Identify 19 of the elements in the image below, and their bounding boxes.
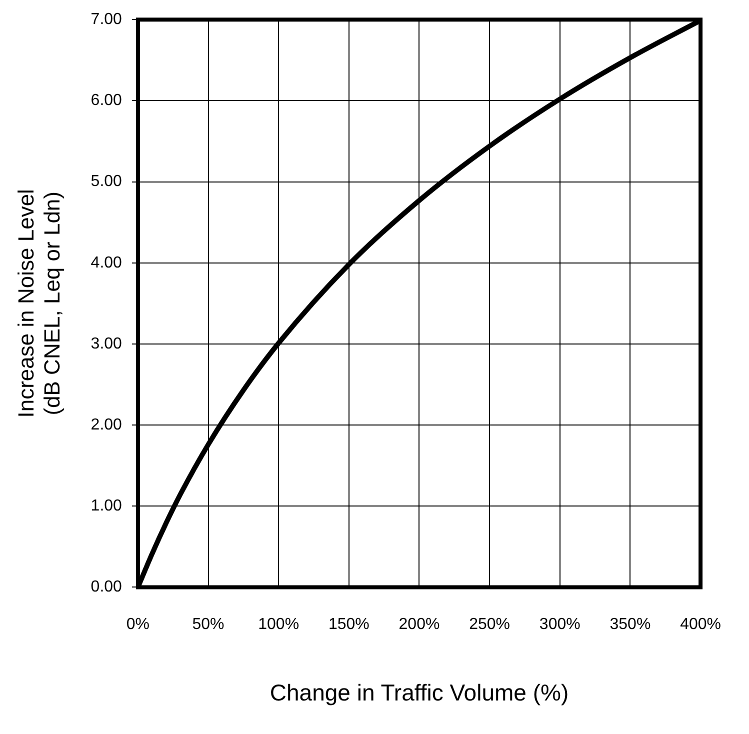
x-tick-label: 150% <box>328 616 370 634</box>
x-tick-label: 100% <box>258 616 300 634</box>
y-tick-label: 1.00 <box>90 498 122 515</box>
y-axis-title: Increase in Noise Level (dB CNEL, Leq or Ldn) <box>13 189 65 418</box>
x-tick-label: 300% <box>539 616 580 634</box>
y-tick-label: 0.00 <box>90 578 122 596</box>
x-tick-label: 350% <box>610 616 651 634</box>
y-tick-label: 7.00 <box>90 11 122 28</box>
y-tick-label: 2.00 <box>90 416 122 434</box>
y-tick-label: 5.00 <box>90 173 122 190</box>
x-tick-label: 250% <box>469 616 510 634</box>
x-tick-label: 50% <box>192 616 224 634</box>
x-tick-label: 0% <box>126 616 150 634</box>
x-tick-label: 400% <box>680 616 721 634</box>
x-axis-title: Change in Traffic Volume (%) <box>270 680 569 706</box>
x-tick-label: 200% <box>398 616 440 634</box>
y-tick-label: 6.00 <box>90 92 122 110</box>
y-tick-label: 4.00 <box>90 254 122 272</box>
y-tick-label: 3.00 <box>90 335 122 352</box>
